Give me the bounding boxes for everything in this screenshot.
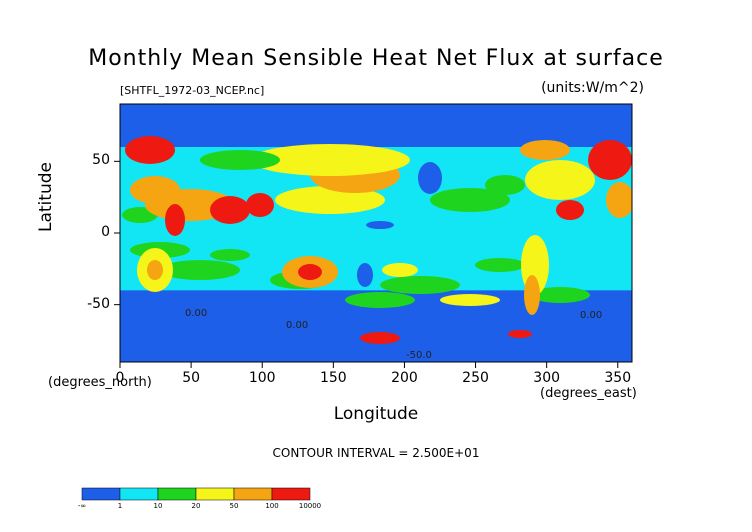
siberia-yellow	[250, 144, 410, 176]
north-pacific-yellow	[275, 186, 385, 214]
weddell-red	[508, 330, 532, 338]
colorbar	[81, 487, 311, 501]
colorbar-swatch	[157, 487, 197, 501]
y-tick-label: 0	[101, 224, 110, 240]
north-america-yellow	[525, 160, 595, 200]
colorbar-swatch	[271, 487, 311, 501]
pacific-yellow	[382, 263, 418, 277]
europe-orange	[130, 176, 180, 204]
x-tick-label: 50	[182, 370, 201, 386]
colorbar-label: -∞	[77, 502, 87, 510]
x-tick-label: 150	[319, 370, 347, 386]
greenland-red	[125, 136, 175, 164]
tropical-green-patch	[210, 249, 250, 261]
kalahari-orange	[147, 260, 163, 280]
region-high-latitude-north-ocean	[120, 104, 632, 147]
contour-label: 0.00	[286, 320, 309, 331]
tropical-green-patch	[530, 287, 590, 303]
west-africa-red	[165, 204, 185, 236]
x-tick-label: 300	[533, 370, 561, 386]
y-tick-marks	[114, 160, 120, 306]
eurasia-green	[200, 150, 280, 170]
antarctic-belt	[120, 340, 632, 362]
units-label: (units:W/m^2)	[541, 80, 644, 96]
colorbar-swatch	[233, 487, 273, 501]
file-name: [SHTFL_1972-03_NCEP.nc]	[120, 84, 265, 97]
patagonia-orange	[524, 275, 540, 315]
tropical-green-patch	[345, 292, 415, 308]
contour-label: 0.00	[580, 310, 603, 321]
south-pacific-yellow	[440, 294, 500, 306]
x-tick-label: 200	[391, 370, 418, 386]
contour-interval: CONTOUR INTERVAL = 2.500E+01	[272, 446, 480, 460]
mexico-red	[556, 200, 584, 220]
tropical-green-patch	[380, 276, 460, 294]
arabia-red	[210, 196, 250, 224]
alaska-green	[485, 175, 525, 195]
ross-red	[360, 332, 400, 344]
colorbar-label: 50	[229, 502, 239, 510]
equatorial-blue-patch	[366, 221, 394, 229]
tasman-blue-patch	[357, 263, 373, 287]
x-axis-label: Longitude	[333, 404, 419, 424]
contour-label: 0.00	[185, 308, 208, 319]
colorbar-swatch	[81, 487, 121, 501]
tropical-green-patch	[475, 258, 525, 272]
x-tick-label: 0	[115, 370, 125, 386]
contour-label: -50.0	[406, 350, 432, 361]
colorbar-label: 100	[265, 502, 279, 510]
colorbar-label: 20	[191, 502, 201, 510]
australia-red	[298, 264, 322, 280]
north-pacific-green	[430, 188, 510, 212]
heatmap-fields	[120, 104, 632, 362]
x-unit-label: (degrees_east)	[540, 386, 637, 401]
x-tick-label: 250	[462, 370, 489, 386]
colorbar-label: 10	[153, 502, 163, 510]
colorbar-label: 1	[117, 502, 123, 510]
chart-title: Monthly Mean Sensible Heat Net Flux at s…	[88, 46, 664, 71]
atlantic-red	[588, 140, 632, 180]
pacific-blue-patch	[418, 162, 442, 194]
y-tick-label: -50	[87, 295, 110, 312]
y-axis-label: Latitude	[36, 162, 56, 232]
x-tick-label: 350	[604, 370, 632, 386]
canada-orange	[520, 140, 570, 160]
tropical-green-patch	[160, 260, 240, 280]
west-europe-orange	[606, 182, 632, 218]
y-tick-label: 50	[92, 152, 110, 169]
colorbar-label: 10000	[298, 502, 322, 510]
y-unit-label: (degrees_north)	[48, 375, 152, 390]
x-tick-label: 100	[248, 370, 276, 386]
colorbar-swatch	[195, 487, 235, 501]
india-red	[246, 193, 274, 217]
x-tick-marks	[119, 362, 619, 368]
colorbar-swatch	[119, 487, 159, 501]
